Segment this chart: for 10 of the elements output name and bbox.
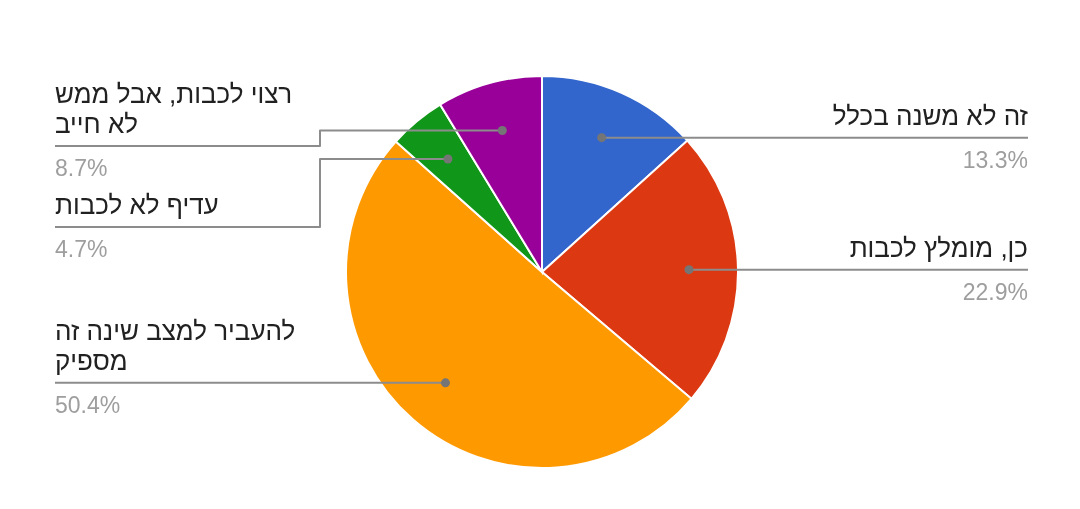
data-label: 22.9% (962, 278, 1028, 305)
slice-label: רצוי לכבות, אבל ממש לא חייב (55, 79, 293, 139)
data-label: 8.7% (55, 155, 108, 181)
slice-label: עדיף לא לכבות (55, 190, 219, 220)
data-label: 50.4% (55, 391, 121, 418)
data-label: 4.7% (55, 236, 108, 262)
slice-label: כן, מומלץ לכבות (849, 232, 1028, 263)
data-label: 13.3% (962, 146, 1028, 173)
slice-label: זה לא משנה בכלל (832, 100, 1029, 131)
slice-label: להעביר למצב שינה זה מספיק (55, 315, 296, 376)
